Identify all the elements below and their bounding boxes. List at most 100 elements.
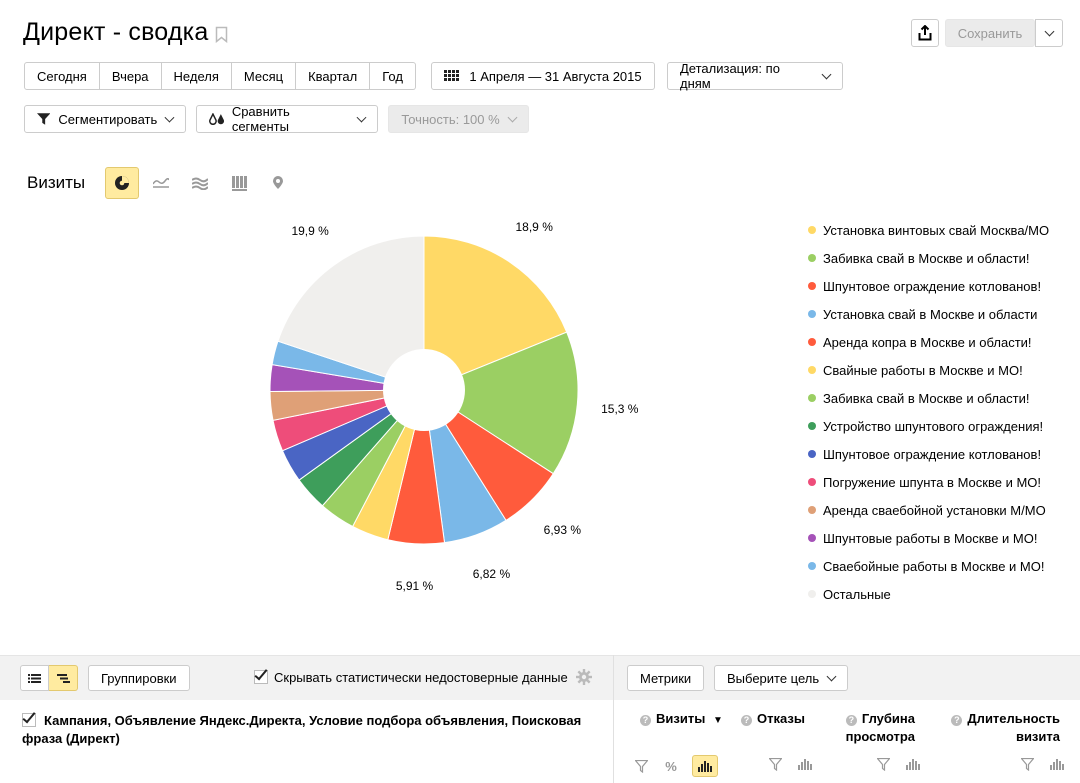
list-icon <box>28 673 41 683</box>
filter-icon <box>634 759 648 773</box>
pie-slice-label: 5,91 % <box>395 578 434 593</box>
column-visits[interactable]: ? Визиты ▼ <box>640 710 723 730</box>
chart-type-area[interactable] <box>183 167 217 199</box>
period-year[interactable]: Год <box>370 62 416 90</box>
legend-marker <box>808 422 816 430</box>
save-options-button[interactable] <box>1035 19 1063 47</box>
pie-slice[interactable] <box>423 235 568 391</box>
help-icon[interactable]: ? <box>845 715 857 726</box>
pie-slice-label: 6,82 % <box>472 567 511 582</box>
metrics-button[interactable]: Метрики <box>627 665 705 691</box>
legend-label: Сваебойные работы в Москве и МО! <box>823 558 1045 574</box>
legend-item[interactable]: Шпунтовое ограждение котлованов! <box>808 272 1049 300</box>
legend-item[interactable]: Сваебойные работы в Москве и МО! <box>808 552 1049 580</box>
legend-marker <box>808 254 816 262</box>
groupings-button[interactable]: Группировки <box>88 665 190 691</box>
legend-label: Шпунтовое ограждение котлованов! <box>823 278 1042 294</box>
column-depth[interactable]: ? Глубина просмотра <box>843 710 915 746</box>
chart-type-bar[interactable] <box>222 167 256 199</box>
tree-view-button[interactable] <box>49 665 78 691</box>
filter-button[interactable] <box>874 755 892 773</box>
legend-marker <box>808 562 816 570</box>
column-bounces[interactable]: ? Отказы <box>741 710 805 728</box>
detail-dropdown[interactable]: Детализация: по дням <box>667 61 843 91</box>
legend-label: Установка винтовых свай Москва/МО <box>823 222 1050 238</box>
legend-item[interactable]: Забивка свай в Москве и области! <box>808 384 1049 412</box>
chart-type-line[interactable] <box>144 167 178 199</box>
legend-marker <box>808 590 816 598</box>
visits-column-tools: % <box>632 755 718 777</box>
legend-marker <box>808 394 816 402</box>
accuracy-dropdown[interactable]: Точность: 100 % <box>388 105 529 133</box>
period-yesterday[interactable]: Вчера <box>99 62 162 90</box>
date-range-label: 1 Апреля — 31 Августа 2015 <box>469 68 642 84</box>
column-duration-label-2: визита <box>1015 729 1060 744</box>
chart-type-pie[interactable] <box>105 167 139 199</box>
dimensions-checkbox[interactable] <box>22 709 36 727</box>
period-month[interactable]: Месяц <box>231 62 297 90</box>
period-today[interactable]: Сегодня <box>24 62 100 90</box>
legend-item[interactable]: Свайные работы в Москве и МО! <box>808 356 1049 384</box>
percent-button[interactable]: % <box>662 757 680 775</box>
chevron-down-icon <box>821 69 832 79</box>
pie-slice-label: 19,9 % <box>291 223 329 238</box>
legend-marker <box>808 366 816 374</box>
legend-item[interactable]: Шпунтовые работы в Москве и МО! <box>808 524 1049 552</box>
bookmark-icon[interactable] <box>215 26 228 43</box>
chevron-down-icon <box>1044 26 1054 36</box>
chevron-down-icon <box>507 112 518 122</box>
bar-toggle-button[interactable] <box>692 755 718 777</box>
chart-legend: Установка винтовых свай Москва/МО Забивка… <box>808 216 1049 608</box>
legend-marker <box>808 282 816 290</box>
legend-label: Забивка свай в Москве и области! <box>823 390 1030 406</box>
help-icon[interactable]: ? <box>741 715 752 726</box>
filter-button[interactable] <box>766 755 784 773</box>
pie-center <box>383 349 465 431</box>
filter-button[interactable] <box>1018 755 1036 773</box>
legend-item[interactable]: Шпунтовое ограждение котлованов! <box>808 440 1049 468</box>
help-icon[interactable]: ? <box>640 715 651 726</box>
view-mode-toggle <box>20 665 78 691</box>
column-duration[interactable]: ? Длительность визита <box>950 710 1060 746</box>
legend-label: Шпунтовое ограждение котлованов! <box>823 446 1042 462</box>
hide-unreliable-checkbox[interactable] <box>254 666 268 684</box>
report-table: Группировки Скрывать статистически недос… <box>0 655 1080 783</box>
period-selector: Сегодня Вчера Неделя Месяц Квартал Год <box>24 62 416 90</box>
goal-dropdown[interactable]: Выберите цель <box>714 665 849 691</box>
chart-type-map[interactable] <box>261 167 295 199</box>
tree-icon <box>56 673 70 683</box>
percent-icon: % <box>665 758 677 774</box>
pie-slice[interactable] <box>277 235 425 391</box>
legend-item[interactable]: Аренда копра в Москве и области! <box>808 328 1049 356</box>
legend-item[interactable]: Устройство шпунтового ограждения! <box>808 412 1049 440</box>
sort-desc-icon: ▼ <box>712 715 723 726</box>
legend-marker <box>808 506 816 514</box>
filter-button[interactable] <box>632 757 650 775</box>
legend-item[interactable]: Забивка свай в Москве и области! <box>808 244 1049 272</box>
help-icon[interactable]: ? <box>951 715 963 726</box>
pie-slice[interactable] <box>422 331 579 475</box>
legend-item[interactable]: Установка винтовых свай Москва/МО <box>808 216 1049 244</box>
export-button[interactable] <box>911 19 939 47</box>
bar-toggle-button[interactable] <box>904 755 922 773</box>
legend-item[interactable]: Остальные <box>808 580 1049 608</box>
date-range-button[interactable]: 1 Апреля — 31 Августа 2015 <box>431 62 655 90</box>
bar-toggle-button[interactable] <box>796 755 814 773</box>
dimensions-header: Кампания, Объявление Яндекс.Директа, Усл… <box>22 709 592 748</box>
share-icon <box>918 25 932 41</box>
period-week[interactable]: Неделя <box>161 62 232 90</box>
list-view-button[interactable] <box>20 665 49 691</box>
segment-button[interactable]: Сегментировать <box>24 105 186 133</box>
compare-segments-button[interactable]: Сравнить сегменты <box>196 104 378 134</box>
legend-item[interactable]: Аренда сваебойной установки М/МО <box>808 496 1049 524</box>
gear-icon[interactable] <box>575 669 592 685</box>
legend-item[interactable]: Погружение шпунта в Москве и МО! <box>808 468 1049 496</box>
save-button[interactable]: Сохранить <box>945 19 1035 47</box>
period-quarter[interactable]: Квартал <box>296 62 371 90</box>
legend-item[interactable]: Установка свай в Москве и области <box>808 300 1049 328</box>
hide-unreliable-label: Скрывать статистически недостоверные дан… <box>274 669 568 685</box>
pie-slice-label: 6,93 % <box>543 522 582 537</box>
legend-marker <box>808 226 816 234</box>
bar-toggle-button[interactable] <box>1048 755 1066 773</box>
hide-unreliable-toggle[interactable]: Скрывать статистически недостоверные дан… <box>254 666 592 685</box>
